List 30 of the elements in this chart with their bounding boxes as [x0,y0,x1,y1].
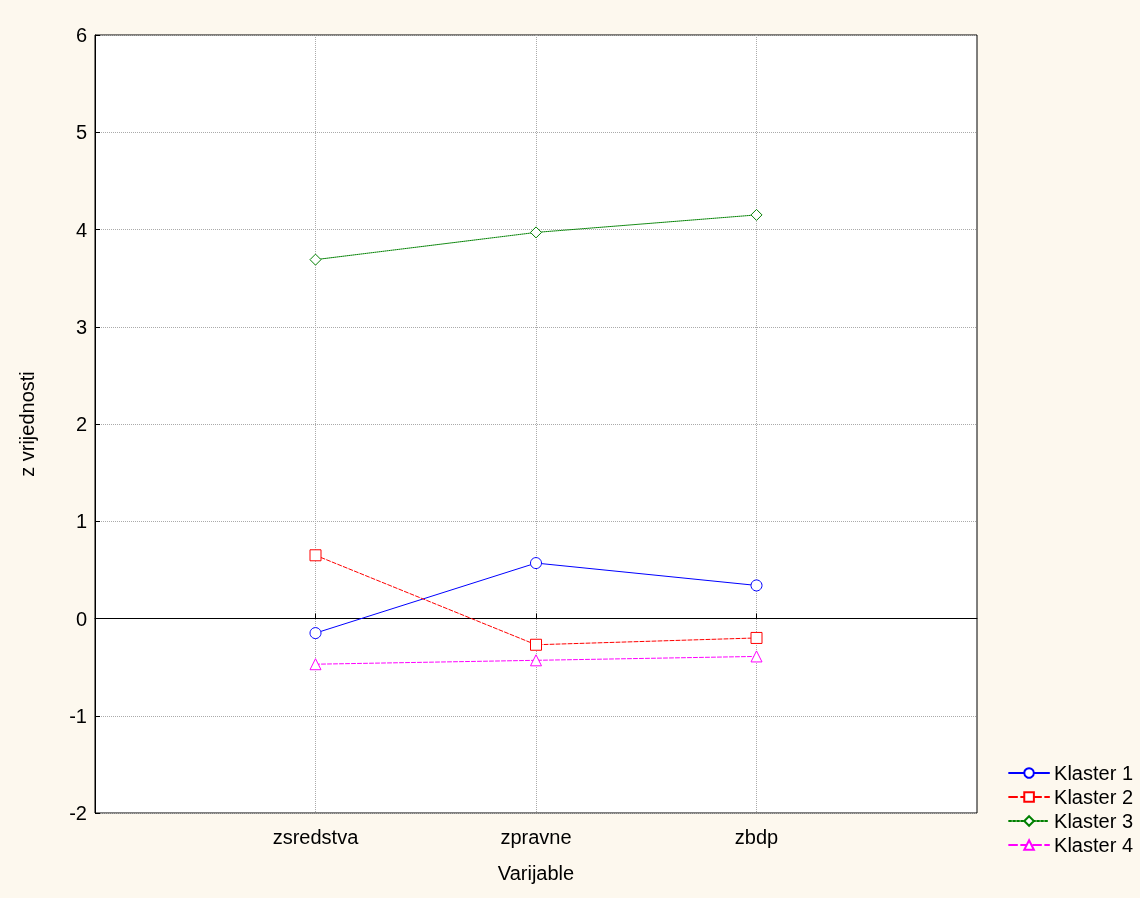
point [750,631,763,644]
y-tick-label: 4 [75,218,87,241]
point [530,557,542,570]
point [530,226,542,239]
legend-label: Klaster 2 [1054,786,1134,808]
y-tick-label: 6 [75,24,87,46]
point [750,579,763,592]
y-tick-label: 0 [75,607,87,630]
x-tick-label: zbdp [734,826,779,848]
x-tick-label: zsredstva [272,826,360,848]
x-axis-title: Varijable [497,862,575,884]
legend-label: Klaster 4 [1054,834,1134,856]
point [309,253,322,266]
point [530,654,542,667]
point [309,549,322,562]
y-tick-label: 3 [75,315,87,338]
point [530,638,542,651]
y-axis-title: z vrijednosti [16,371,38,477]
legend-label: Klaster 3 [1054,810,1134,832]
y-tick-label: -2 [69,802,87,824]
legend-label: Klaster 1 [1054,762,1134,784]
point [309,627,322,640]
point [750,650,763,663]
point [309,658,322,671]
x-tick-label: zpravne [500,826,572,848]
y-tick-label: 5 [75,121,87,144]
y-tick-label: -1 [69,704,87,727]
point [750,208,763,221]
y-tick-label: 1 [75,510,87,533]
y-tick-label: 2 [75,413,87,435]
